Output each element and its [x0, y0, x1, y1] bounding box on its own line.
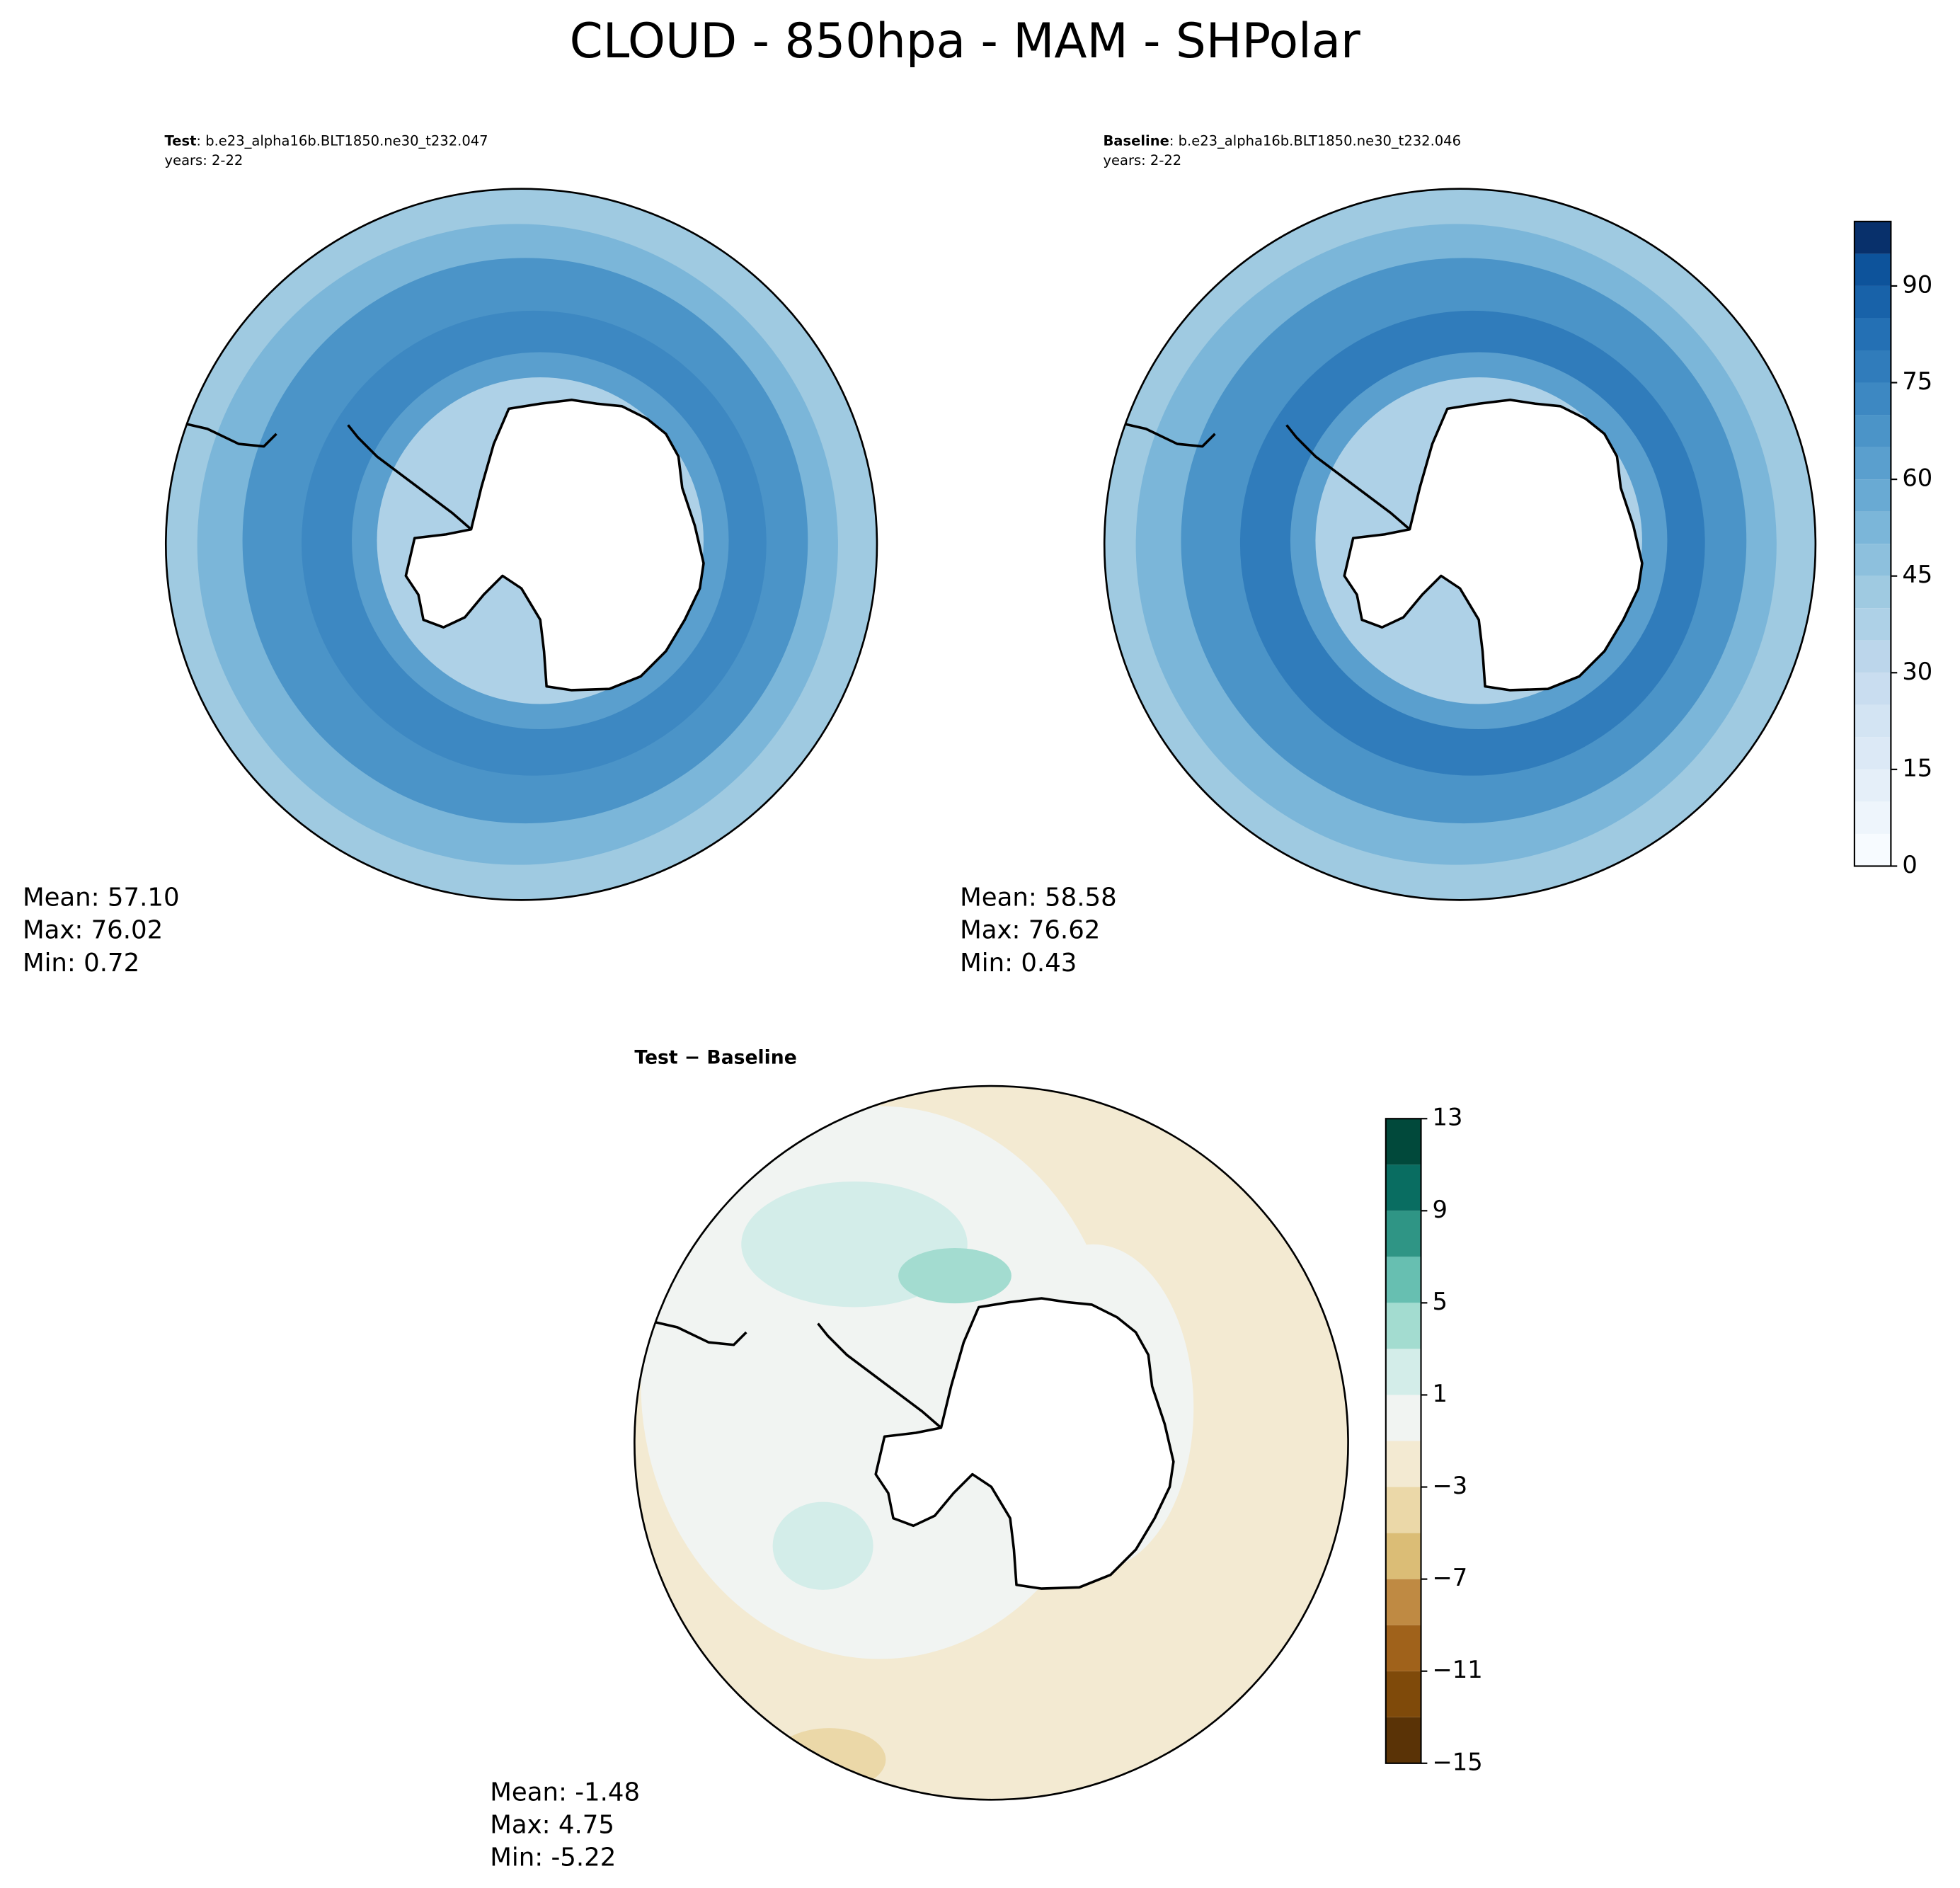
colorbar-tick-label: −11 — [1433, 1656, 1483, 1683]
colorbar-swatch — [1854, 447, 1891, 480]
colorbar-swatch — [1385, 1303, 1421, 1349]
panel-title: Test: b.e23_alpha16b.BLT1850.ne30_t232.0… — [165, 132, 488, 149]
stat-label: Mean: -1.48 — [490, 1778, 640, 1807]
map — [634, 1086, 1348, 1800]
stat-label: Min: 0.43 — [960, 949, 1077, 978]
colorbar-swatch — [1854, 576, 1891, 609]
colorbar-swatch — [1854, 544, 1891, 576]
colorbar-swatch — [1385, 1395, 1421, 1441]
colorbar-swatch — [1854, 801, 1891, 834]
colorbar-tick-label: 1 — [1433, 1380, 1448, 1407]
panel-title: Baseline: b.e23_alpha16b.BLT1850.ne30_t2… — [1103, 132, 1461, 149]
colorbar-swatch — [1854, 382, 1891, 416]
colorbar-swatch — [1385, 1579, 1421, 1625]
colorbar-swatch — [1854, 640, 1891, 673]
colorbar-tick-label: −15 — [1433, 1748, 1483, 1775]
colorbar-tick-label: 30 — [1902, 658, 1932, 685]
stat-label: Min: -5.22 — [490, 1843, 616, 1872]
case-label: : b.e23_alpha16b.BLT1850.ne30_t232.046 — [1169, 132, 1461, 149]
colorbar-swatch — [1385, 1533, 1421, 1579]
stat-label: Max: 76.62 — [960, 916, 1100, 945]
panel-subtitle: years: 2-22 — [165, 152, 243, 168]
stat-label: Max: 4.75 — [490, 1811, 614, 1840]
colorbar-swatch — [1385, 1625, 1421, 1671]
stat-label: Mean: 57.10 — [23, 883, 180, 912]
stat-label: Min: 0.72 — [23, 949, 139, 978]
colorbar-swatch — [1854, 704, 1891, 738]
colorbar-swatch — [1385, 1717, 1421, 1763]
map-frame — [634, 1085, 1349, 1801]
colorbar-tick-label: 13 — [1433, 1104, 1463, 1131]
colorbar-swatch — [1385, 1165, 1421, 1211]
case-name: Test — [165, 132, 197, 149]
figure-title: CLOUD - 850hpa - MAM - SHPolar — [570, 13, 1360, 69]
stat-label: Max: 76.02 — [23, 916, 163, 945]
colorbar-tick-label: 9 — [1433, 1196, 1448, 1223]
colorbar-swatch — [1385, 1671, 1421, 1717]
colorbar-frame — [1853, 220, 1892, 867]
map-frame — [164, 188, 878, 901]
colorbar-tick-label: 90 — [1902, 270, 1932, 298]
map — [1104, 188, 1816, 900]
colorbar-swatch — [1854, 769, 1891, 802]
colorbar-swatch — [1385, 1441, 1421, 1487]
colorbar-swatch — [1385, 1119, 1421, 1165]
colorbar-swatch — [1854, 253, 1891, 286]
colorbar-swatch — [1385, 1349, 1421, 1395]
panel-subtitle: years: 2-22 — [1103, 152, 1181, 168]
map — [166, 188, 877, 900]
colorbar-tick-label: 5 — [1433, 1288, 1448, 1315]
colorbar-swatch — [1385, 1211, 1421, 1257]
colorbar-swatch — [1854, 673, 1891, 705]
case-name: Baseline — [1103, 132, 1169, 149]
colorbar-swatch — [1854, 221, 1891, 254]
colorbar-swatch — [1854, 479, 1891, 512]
colorbar-tick-label: 75 — [1902, 367, 1932, 395]
colorbar-tick-label: 15 — [1902, 754, 1932, 782]
stat-label: Mean: 58.58 — [960, 883, 1117, 912]
colorbar-tick-label: 0 — [1902, 851, 1917, 879]
colorbar-swatch — [1854, 318, 1891, 350]
colorbar-swatch — [1854, 350, 1891, 383]
colorbar-swatch — [1854, 608, 1891, 641]
colorbar-swatch — [1854, 285, 1891, 319]
colorbar-frame — [1385, 1118, 1422, 1764]
colorbar-tick-label: −3 — [1433, 1472, 1468, 1499]
case-label: : b.e23_alpha16b.BLT1850.ne30_t232.047 — [196, 132, 488, 149]
colorbar-swatch — [1854, 833, 1891, 866]
colorbar-swatch — [1385, 1487, 1421, 1533]
map-frame — [1103, 188, 1817, 901]
colorbar-swatch — [1854, 737, 1891, 769]
colorbar-tick-label: 60 — [1902, 464, 1932, 492]
colorbar-swatch — [1385, 1257, 1421, 1303]
colorbar-tick-label: −7 — [1433, 1564, 1468, 1591]
colorbar-tick-label: 45 — [1902, 561, 1932, 588]
colorbar-swatch — [1854, 415, 1891, 447]
colorbar-swatch — [1854, 511, 1891, 544]
panel-title: Test − Baseline — [634, 1047, 796, 1069]
